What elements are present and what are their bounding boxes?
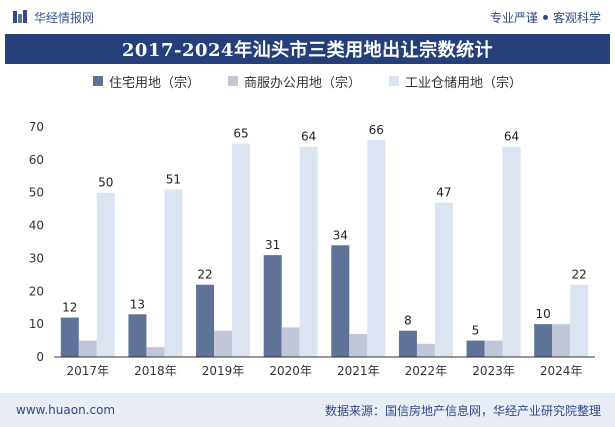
legend-item-commercial[interactable]: 商服办公用地（宗）	[227, 72, 361, 91]
y-tick-label: 70	[29, 120, 44, 134]
y-tick-label: 0	[36, 350, 44, 364]
legend-label-industrial: 工业仓储用地（宗）	[405, 75, 523, 91]
y-tick-label: 30	[29, 251, 44, 265]
chart-title: 2017-2024年汕头市三类用地出让宗数统计	[121, 40, 494, 61]
data-label: 22	[572, 268, 587, 282]
slogan-tag-2: 客观科学	[552, 10, 601, 25]
slogan-tag-1: 专业严谨	[489, 10, 538, 25]
brand-name: 华经情报网	[34, 10, 95, 25]
slogan: 专业严谨 客观科学	[490, 9, 601, 26]
data-label: 66	[369, 123, 384, 137]
bar-s2-2	[232, 143, 251, 357]
data-label: 8	[404, 314, 412, 328]
data-label: 50	[98, 176, 113, 190]
legend-label-residential: 住宅用地（宗）	[108, 75, 200, 91]
bar-s0-7	[534, 324, 553, 357]
data-label: 5	[472, 324, 480, 338]
bar-s1-0	[78, 340, 97, 357]
data-label: 22	[197, 268, 212, 282]
legend-swatch-commercial	[227, 76, 238, 86]
x-tick-label: 2019年	[202, 364, 245, 378]
bar-s0-6	[466, 340, 485, 357]
bar-s1-4	[349, 334, 368, 357]
bar-s1-1	[146, 347, 165, 357]
bar-s1-7	[552, 324, 571, 357]
data-label: 34	[333, 228, 348, 242]
data-label: 10	[536, 307, 551, 321]
legend-swatch-residential	[92, 76, 103, 86]
x-tick-label: 2018年	[134, 364, 177, 378]
x-tick-label: 2017年	[67, 364, 110, 378]
bar-s1-2	[214, 330, 233, 357]
bar-s0-5	[398, 330, 417, 357]
bar-s2-6	[502, 146, 521, 357]
legend-label-commercial: 商服办公用地（宗）	[243, 75, 361, 91]
bar-s0-3	[263, 255, 282, 357]
x-tick-label: 2022年	[405, 364, 448, 378]
data-label: 31	[265, 238, 280, 252]
bar-chart: 0 10 20 30 40 50 60 70 12 50 2017年 13 51 2018年 22 65 201…	[29, 120, 595, 378]
bar-s2-1	[164, 189, 183, 357]
data-label: 64	[301, 130, 316, 144]
data-label: 13	[130, 297, 145, 311]
header: 华经情报网 专业严谨 客观科学	[0, 0, 615, 34]
data-label: 12	[62, 301, 77, 315]
legend-swatch-industrial	[389, 76, 399, 86]
bar-s1-6	[484, 340, 503, 357]
y-tick-label: 60	[29, 153, 44, 167]
bar-s1-3	[281, 327, 300, 357]
bar-s0-1	[128, 314, 147, 357]
bar-s1-5	[416, 343, 435, 357]
x-tick-label: 2024年	[540, 364, 583, 378]
y-tick-label: 20	[29, 284, 44, 298]
bar-s2-0	[96, 192, 115, 357]
data-label: 51	[166, 172, 181, 186]
footer-url[interactable]: www.huaon.com	[16, 403, 116, 417]
bar-s2-5	[434, 202, 453, 357]
bar-s2-4	[367, 140, 386, 357]
bullet-dot-icon	[542, 14, 548, 20]
bar-s0-0	[60, 317, 79, 357]
legend-item-residential[interactable]: 住宅用地（宗）	[92, 72, 200, 91]
x-tick-label: 2021年	[337, 364, 380, 378]
data-label: 65	[233, 126, 248, 140]
y-tick-label: 10	[29, 317, 44, 331]
chart-legend: 住宅用地（宗） 商服办公用地（宗） 工业仓储用地（宗）	[0, 70, 615, 92]
legend-item-industrial[interactable]: 工业仓储用地（宗）	[389, 72, 522, 91]
y-tick-label: 40	[29, 219, 44, 233]
x-tick-label: 2023年	[472, 364, 515, 378]
y-tick-label: 50	[29, 186, 44, 200]
bar-s0-2	[196, 284, 215, 357]
data-label: 64	[504, 130, 519, 144]
data-label: 47	[436, 186, 451, 200]
brand[interactable]: 华经情报网	[12, 9, 94, 26]
title-bar: 2017-2024年汕头市三类用地出让宗数统计	[5, 34, 610, 64]
data-source: 数据来源：国信房地产信息网，华经产业研究院整理	[324, 403, 601, 418]
logo-icon	[13, 10, 27, 23]
bar-s2-7	[570, 284, 589, 357]
x-tick-label: 2020年	[269, 364, 312, 378]
bar-s2-3	[299, 146, 318, 357]
bar-s0-4	[331, 245, 350, 357]
footer: www.huaon.com 数据来源：国信房地产信息网，华经产业研究院整理	[0, 393, 615, 427]
